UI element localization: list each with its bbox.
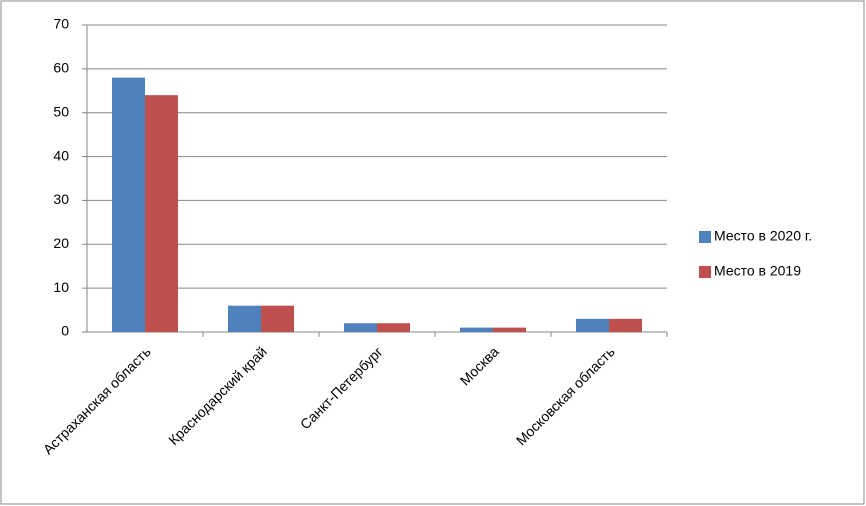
y-tick-label: 20 <box>53 235 69 251</box>
bar <box>228 305 261 332</box>
bar <box>493 327 526 332</box>
y-tick-label: 10 <box>53 279 69 295</box>
bar <box>576 318 609 332</box>
y-tick-label: 40 <box>53 147 69 163</box>
bar <box>460 327 493 332</box>
y-tick-label: 0 <box>61 323 69 339</box>
bar <box>112 77 145 332</box>
bar <box>261 305 294 332</box>
y-tick-label: 60 <box>53 60 69 76</box>
y-tick-label: 50 <box>53 103 69 119</box>
legend-label: Место в 2019 <box>714 263 801 279</box>
bar <box>609 318 642 332</box>
bar <box>377 323 410 332</box>
y-tick-label: 70 <box>53 16 69 32</box>
legend-label: Место в 2020 г. <box>714 228 812 244</box>
legend-swatch <box>699 266 711 278</box>
bar <box>145 95 178 333</box>
legend-swatch <box>699 231 711 243</box>
y-tick-label: 30 <box>53 191 69 207</box>
bar <box>344 323 377 332</box>
